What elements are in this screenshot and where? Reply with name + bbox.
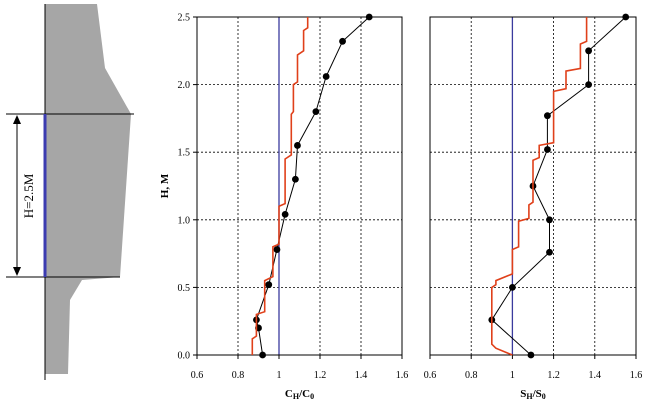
computed-series-line	[490, 17, 588, 356]
x-tick-label: 1.6	[396, 370, 409, 381]
x-axis-label: CH/C0	[285, 388, 314, 401]
measured-data-point	[312, 108, 320, 116]
measured-data-point	[622, 13, 630, 21]
measured-data-point	[281, 210, 289, 218]
measured-data-point	[546, 216, 553, 224]
x-tick-label: 1.6	[630, 370, 643, 381]
dimension-arrow-bottom	[13, 267, 21, 276]
x-tick-label: 1.2	[547, 370, 560, 381]
measured-data-point	[265, 281, 273, 289]
plot-frame	[196, 16, 403, 356]
x-tick-label: 1	[277, 370, 282, 381]
measured-data-point	[259, 351, 266, 359]
measured-data-point	[365, 13, 373, 21]
section-shape	[45, 4, 131, 374]
measured-data-point	[544, 112, 551, 120]
measured-data-point	[292, 175, 299, 183]
measured-data-point	[294, 142, 301, 149]
x-tick-label: 1.4	[589, 370, 602, 381]
measured-data-point	[546, 248, 553, 256]
x-tick-label: 0.8	[465, 370, 478, 381]
y-tick-label: 0.5	[178, 283, 191, 294]
y-tick-label: 1.5	[178, 148, 191, 159]
chart-concentration: 0.6 0.8 1 1.2 1.4 1.6 0.0 0.5 1.0 1.5 2.0 2.5 CH/C0 H…	[159, 13, 408, 401]
y-tick-label: 1.0	[178, 215, 191, 226]
x-tick-label: 1.4	[355, 370, 368, 381]
x-tick-label: 0.6	[424, 370, 437, 381]
y-tick-label: 2.0	[178, 80, 191, 91]
y-tick-label: 0.0	[178, 351, 191, 362]
measured-data-point	[339, 37, 346, 45]
measured-data-point	[585, 47, 593, 55]
measured-data-point	[527, 351, 535, 359]
y-tick-label: 2.5	[178, 13, 191, 24]
dimension-arrow-top	[13, 115, 21, 124]
x-tick-label: 1	[510, 370, 515, 381]
computed-series-line	[251, 17, 309, 355]
x-tick-label: 0.6	[191, 370, 204, 381]
x-tick-label: 1.2	[314, 370, 327, 381]
measured-data-point	[544, 146, 551, 153]
section-height-label: H=2.5M	[21, 173, 36, 218]
section-diagram: H=2.5M	[6, 4, 134, 380]
measured-series-line	[255, 16, 370, 356]
y-axis-label: H, M	[159, 173, 171, 198]
measured-data-point	[273, 246, 281, 253]
measured-data-point	[509, 284, 516, 291]
x-tick-label: 0.8	[232, 370, 245, 381]
chart-area-ratio: 0.6 0.8 1 1.2 1.4 1.6 SH/S0	[424, 13, 643, 401]
x-axis-label: SH/S0	[520, 388, 546, 401]
measured-data-point	[585, 81, 593, 88]
measured-data-point	[322, 73, 330, 80]
